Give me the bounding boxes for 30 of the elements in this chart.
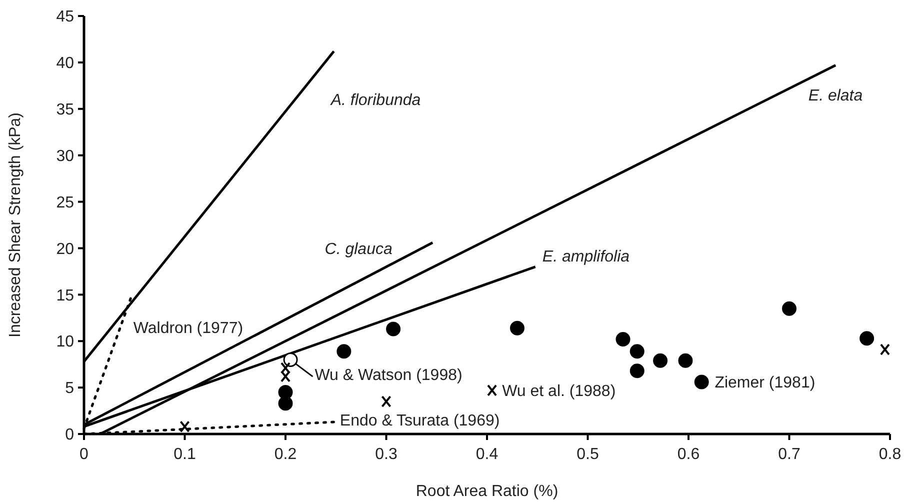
annotation: A. floribunda <box>330 92 421 110</box>
y-tick-label: 15 <box>56 287 74 304</box>
y-tick-label: 45 <box>56 8 74 26</box>
y-tick-label: 20 <box>56 240 74 258</box>
y-tick-label: 35 <box>56 101 74 118</box>
x-axis-title: Root Area Ratio (%) <box>416 483 558 500</box>
x-tick-label: 0.2 <box>274 446 297 463</box>
annotation: Waldron (1977) <box>133 320 244 337</box>
x-tick-label: 0.4 <box>476 446 498 463</box>
annotation: E. elata <box>808 88 863 105</box>
x-tick-label: 0.5 <box>576 446 599 463</box>
x-tick-label: 0 <box>80 446 89 463</box>
annotation: Wu & Watson (1998) <box>314 367 462 384</box>
y-tick-label: 0 <box>65 426 74 444</box>
y-tick-label: 5 <box>65 380 74 398</box>
x-tick-label: 0.6 <box>677 446 700 463</box>
annotation: Endo & Tsurata (1969) <box>340 412 500 430</box>
x-tick-label: 0.3 <box>375 446 398 463</box>
y-tick-label: 25 <box>56 194 74 212</box>
annotation: Ziemer (1981) <box>714 374 816 392</box>
x-tick-label: 0.1 <box>174 446 196 463</box>
y-tick-label: 40 <box>56 55 74 72</box>
annotation: E. amplifolia <box>542 248 630 266</box>
x-tick-label: 0.7 <box>778 446 800 463</box>
annotation: Wu et al. (1988) <box>502 382 616 400</box>
y-axis-title: Increased Shear Strength (kPa) <box>7 112 24 338</box>
y-tick-label: 30 <box>56 148 74 165</box>
x-tick-label: 0.8 <box>878 446 902 463</box>
y-tick-label: 10 <box>56 334 74 351</box>
annotation: C. glauca <box>324 240 392 258</box>
